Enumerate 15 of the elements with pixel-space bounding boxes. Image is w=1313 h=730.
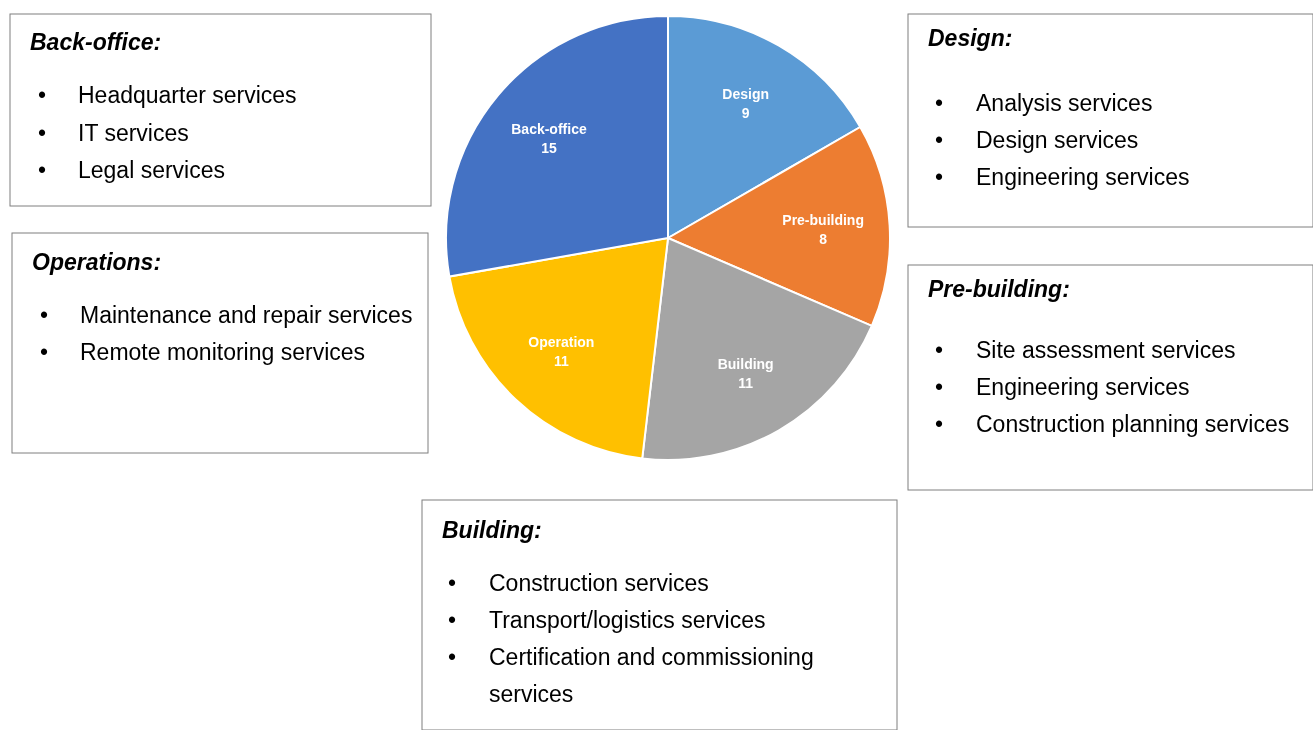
data-label: 9 — [741, 105, 750, 122]
data-label: 8 — [819, 230, 828, 247]
text: Back-office: • Headquarter services • IT services • Legal services — [30, 29, 297, 183]
data-label: 11 — [738, 374, 754, 391]
text: Operations: • Maintenance and repair services • Remote monitoring services — [32, 249, 413, 365]
slice-label: Back-office — [511, 121, 587, 138]
data-label: 15 — [541, 140, 557, 157]
text: Design: • Analysis services • Design services • Engineering services — [928, 25, 1190, 190]
slice-label: Pre-building — [782, 211, 864, 228]
slice-label: Building — [717, 355, 774, 372]
slice-label: Operation — [528, 334, 595, 351]
slice-label: Design — [722, 86, 770, 103]
data-label: 11 — [553, 353, 569, 370]
text: Building: • Construction services • Transport/logistics services • Certification and commissioning services — [442, 517, 814, 707]
text: Pre-building: • Site assessment services • Engineering services • Construction planning services — [928, 276, 1290, 437]
